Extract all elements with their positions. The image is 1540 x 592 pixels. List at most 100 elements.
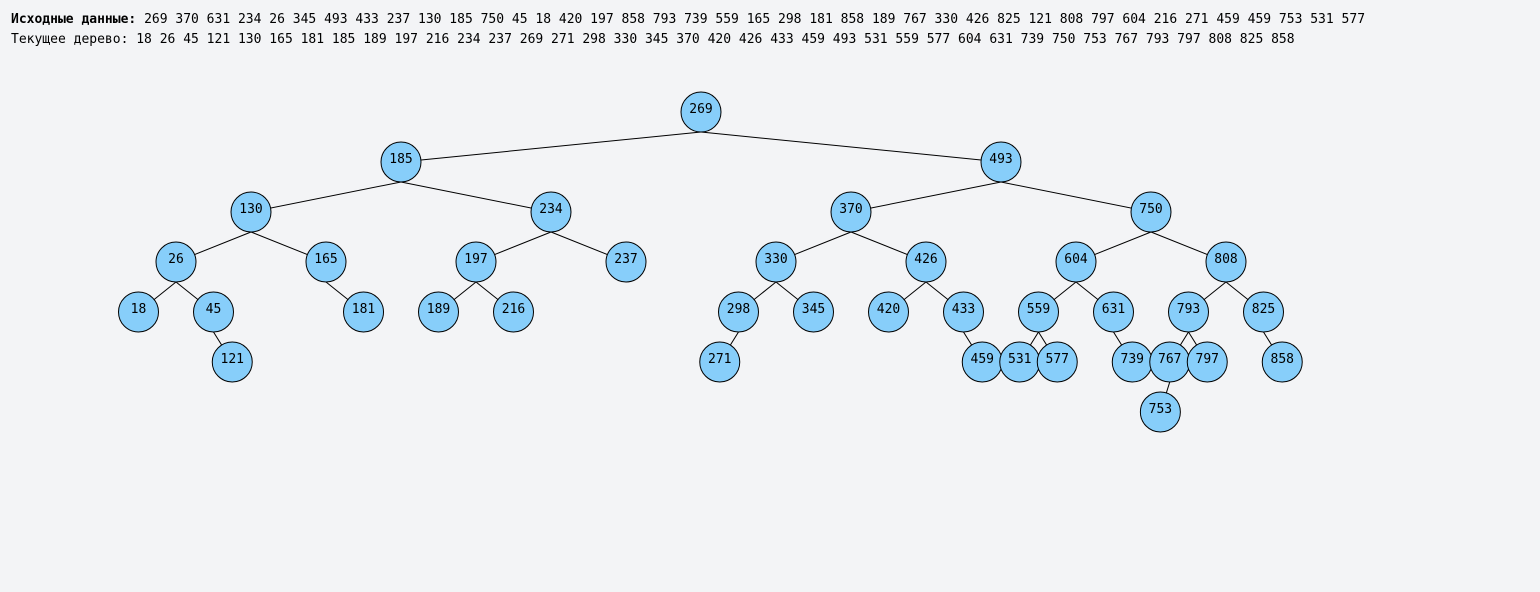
tree-node-label: 793: [1177, 302, 1200, 317]
tree-node-330: 330: [755, 241, 797, 283]
tree-node-459: 459: [961, 341, 1003, 383]
tree-node-label: 604: [1064, 252, 1088, 267]
tree-node-493: 493: [980, 141, 1022, 183]
tree-node-circle: [1261, 341, 1303, 383]
tree-node-circle: [493, 291, 534, 333]
tree-node-circle: [380, 141, 422, 183]
tree-node-label: 271: [708, 352, 731, 367]
tree-node-label: 559: [1027, 302, 1050, 317]
tree-node-circle: [530, 191, 572, 233]
tree-node-label: 426: [914, 252, 937, 267]
tree-node-circle: [1130, 191, 1172, 233]
tree-node-label: 237: [614, 252, 637, 267]
tree-node-793: 793: [1168, 291, 1209, 333]
header: Исходные данные: 269 370 631 234 26 345 …: [11, 10, 1365, 50]
tree-node-797: 797: [1186, 341, 1228, 383]
tree-node-label: 420: [877, 302, 900, 317]
tree-node-label: 750: [1139, 202, 1162, 217]
tree-node-631: 631: [1093, 291, 1134, 333]
tree-node-label: 825: [1252, 302, 1275, 317]
tree-node-label: 858: [1271, 352, 1294, 367]
tree-node-label: 298: [727, 302, 750, 317]
tree-node-label: 797: [1196, 352, 1219, 367]
tree-node-circle: [980, 141, 1022, 183]
tree-edge: [400, 181, 552, 213]
tree-node-767: 767: [1149, 341, 1191, 383]
tree-node-559: 559: [1018, 291, 1059, 333]
tree-node-circle: [605, 241, 647, 283]
tree-edge: [400, 131, 702, 163]
tree-node-18: 18: [118, 291, 159, 333]
tree-node-circle: [1168, 291, 1209, 333]
tree-node-circle: [455, 241, 497, 283]
tree-node-label: 26: [168, 252, 184, 267]
tree-node-808: 808: [1205, 241, 1247, 283]
tree-edge: [700, 131, 1002, 163]
tree-node-237: 237: [605, 241, 647, 283]
tree-node-circle: [230, 191, 272, 233]
tree-node-label: 631: [1102, 302, 1125, 317]
tree-node-circle: [193, 291, 234, 333]
tree-node-426: 426: [905, 241, 947, 283]
tree-node-label: 433: [952, 302, 975, 317]
tree-node-label: 269: [689, 102, 712, 117]
tree-node-circle: [680, 91, 722, 133]
tree-node-298: 298: [718, 291, 759, 333]
tree-node-825: 825: [1243, 291, 1284, 333]
tree-node-269: 269: [680, 91, 722, 133]
tree-node-130: 130: [230, 191, 272, 233]
tree-node-label: 345: [802, 302, 825, 317]
tree-node-185: 185: [380, 141, 422, 183]
tree-node-181: 181: [343, 291, 384, 333]
source-data-values: 269 370 631 234 26 345 493 433 237 130 1…: [144, 12, 1366, 27]
tree-node-circle: [343, 291, 384, 333]
tree-node-circle: [1243, 291, 1284, 333]
source-data-line: Исходные данные: 269 370 631 234 26 345 …: [11, 10, 1365, 30]
tree-node-577: 577: [1036, 341, 1078, 383]
tree-node-circle: [905, 241, 947, 283]
tree-nodes: 18 121 45 26 181 165 130 189 216 197 237 234 185 271 2…: [118, 91, 1303, 433]
tree-node-circle: [118, 291, 159, 333]
tree-node-label: 121: [221, 352, 244, 367]
tree-node-label: 18: [131, 302, 147, 317]
tree-node-370: 370: [830, 191, 872, 233]
tree-node-circle: [718, 291, 759, 333]
tree-node-circle: [211, 341, 253, 383]
tree-node-circle: [1018, 291, 1059, 333]
tree-node-label: 459: [971, 352, 994, 367]
tree-node-label: 181: [352, 302, 375, 317]
current-tree-values: 18 26 45 121 130 165 181 185 189 197 216…: [136, 32, 1295, 47]
tree-node-label: 185: [389, 152, 412, 167]
tree-node-circle: [1055, 241, 1097, 283]
tree-node-label: 808: [1214, 252, 1237, 267]
tree-node-420: 420: [868, 291, 909, 333]
tree-node-circle: [1093, 291, 1134, 333]
tree-node-739: 739: [1111, 341, 1153, 383]
tree-node-26: 26: [155, 241, 197, 283]
tree-edge: [1000, 181, 1152, 213]
tree-node-circle: [793, 291, 834, 333]
tree-node-858: 858: [1261, 341, 1303, 383]
tree-node-circle: [418, 291, 459, 333]
tree-node-circle: [830, 191, 872, 233]
tree-node-753: 753: [1139, 391, 1181, 433]
tree-node-label: 165: [314, 252, 337, 267]
tree-node-circle: [699, 341, 741, 383]
tree-node-circle: [868, 291, 909, 333]
tree-node-label: 739: [1121, 352, 1144, 367]
tree-node-label: 330: [764, 252, 787, 267]
tree-node-circle: [1186, 341, 1228, 383]
tree-node-531: 531: [999, 341, 1041, 383]
tree-node-label: 197: [464, 252, 487, 267]
tree-node-345: 345: [793, 291, 834, 333]
tree-node-604: 604: [1055, 241, 1097, 283]
tree-node-271: 271: [699, 341, 741, 383]
tree-node-216: 216: [493, 291, 534, 333]
tree-node-label: 753: [1149, 402, 1172, 417]
tree-node-label: 531: [1008, 352, 1031, 367]
tree-node-750: 750: [1130, 191, 1172, 233]
tree-node-label: 130: [239, 202, 262, 217]
tree-node-121: 121: [211, 341, 253, 383]
tree-node-label: 577: [1046, 352, 1069, 367]
tree-node-165: 165: [305, 241, 347, 283]
